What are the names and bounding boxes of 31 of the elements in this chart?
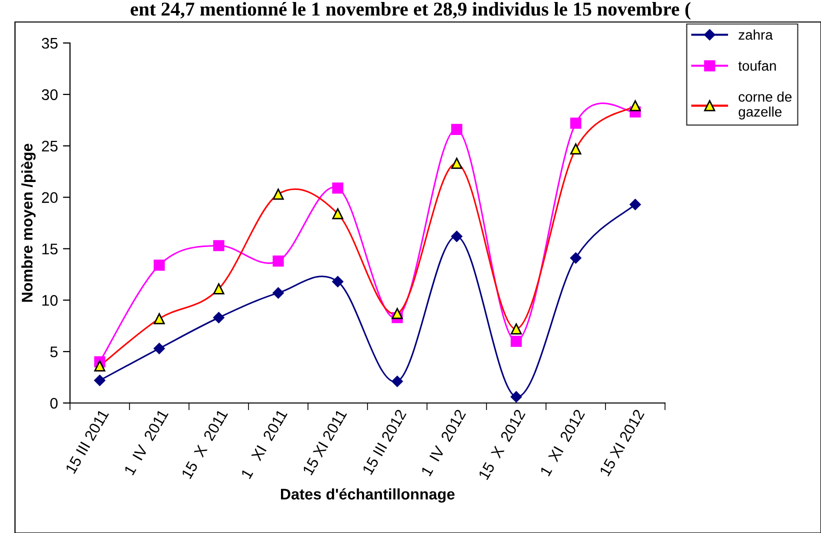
point bbox=[332, 276, 344, 288]
point bbox=[510, 391, 522, 402]
point bbox=[392, 376, 403, 388]
y-tick-label: 5 bbox=[50, 346, 58, 358]
x-axis-title: Dates d'échantillonnage bbox=[280, 488, 455, 503]
y-tick-label: 10 bbox=[42, 295, 58, 306]
y-axis-title: Nombre moyen /piège bbox=[21, 144, 36, 302]
point bbox=[154, 342, 165, 354]
y-tick-label: 30 bbox=[42, 89, 58, 100]
point bbox=[272, 256, 284, 267]
legend-label: zahra bbox=[738, 30, 773, 40]
point bbox=[332, 182, 344, 194]
y-tick-label: 15 bbox=[42, 244, 58, 254]
point bbox=[213, 312, 224, 324]
y-tick-label: 0 bbox=[50, 398, 58, 409]
point bbox=[272, 287, 284, 299]
point bbox=[451, 124, 462, 135]
point bbox=[94, 374, 106, 386]
y-tick-label: 35 bbox=[42, 38, 58, 49]
point bbox=[154, 260, 165, 271]
point bbox=[213, 240, 224, 252]
point bbox=[510, 336, 522, 347]
y-tick-label: 25 bbox=[42, 140, 58, 152]
point bbox=[630, 198, 641, 210]
legend-label: toufan bbox=[738, 60, 776, 71]
point bbox=[451, 230, 462, 242]
text: ent 24,7 mentionné le 1 novembre et 28,9 individus le 15 novembre ( bbox=[130, 2, 690, 20]
point bbox=[570, 118, 582, 129]
point bbox=[570, 252, 582, 264]
legend-label: corne de gazelle bbox=[738, 92, 792, 120]
y-tick-label: 20 bbox=[42, 192, 58, 203]
